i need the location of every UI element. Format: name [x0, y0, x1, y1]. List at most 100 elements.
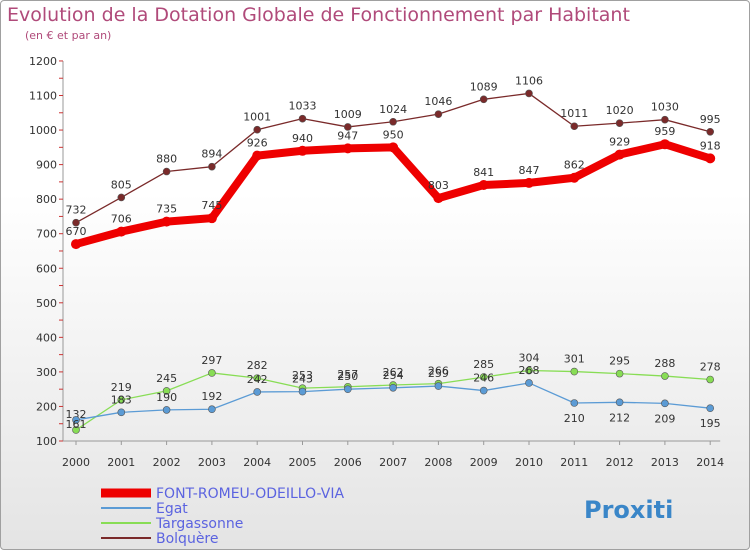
data-label: 190 — [156, 391, 177, 404]
legend-label: Bolquère — [156, 531, 219, 547]
y-tick-label: 200 — [36, 400, 57, 413]
x-tick-label: 2006 — [334, 456, 362, 469]
data-point — [253, 374, 262, 382]
data-label: 706 — [111, 213, 132, 226]
data-label: 805 — [111, 178, 132, 191]
data-point — [615, 398, 624, 407]
data-point — [524, 177, 534, 188]
data-label: 285 — [473, 358, 494, 371]
data-label: 209 — [654, 412, 675, 425]
data-label: 1030 — [651, 101, 679, 114]
data-label: 259 — [428, 367, 449, 380]
data-point — [206, 213, 217, 224]
data-point — [117, 396, 126, 404]
data-label: 268 — [519, 364, 540, 377]
chart-subtitle: (en € et par an) — [25, 29, 112, 42]
data-label: 262 — [383, 366, 404, 379]
data-point — [208, 162, 216, 171]
data-point — [342, 143, 353, 154]
data-point — [706, 127, 715, 136]
data-label: 1009 — [334, 108, 362, 121]
data-point — [389, 383, 397, 392]
data-label: 803 — [428, 179, 449, 192]
data-point — [253, 125, 262, 134]
data-point — [706, 375, 715, 384]
data-label: 732 — [66, 204, 87, 217]
data-point — [343, 123, 352, 131]
data-label: 1046 — [424, 95, 452, 108]
data-point — [706, 404, 715, 412]
data-label: 1089 — [470, 80, 498, 93]
chart-title: Evolution de la Dotation Globale de Fonc… — [7, 4, 630, 26]
data-label: 245 — [156, 372, 177, 385]
data-label: 1024 — [379, 103, 407, 116]
x-tick-label: 2012 — [606, 456, 634, 469]
x-tick-label: 2002 — [153, 456, 181, 469]
data-point — [525, 366, 533, 375]
data-point — [525, 379, 533, 387]
data-label: 278 — [700, 361, 721, 374]
data-label: 947 — [337, 129, 358, 142]
data-label: 250 — [337, 370, 358, 383]
data-label: 926 — [247, 137, 268, 150]
data-point — [253, 388, 262, 396]
data-point — [614, 149, 625, 160]
y-tick-label: 1200 — [29, 55, 57, 68]
data-label: 297 — [201, 354, 222, 367]
data-point — [479, 373, 488, 381]
legend-label: Targassonne — [155, 516, 243, 532]
y-tick-label: 400 — [36, 331, 57, 344]
legend-label: Egat — [156, 501, 188, 517]
data-label: 670 — [66, 225, 87, 238]
data-point — [116, 226, 127, 237]
x-tick-label: 2013 — [651, 456, 679, 469]
x-tick-label: 2011 — [560, 456, 588, 469]
data-label: 940 — [292, 132, 313, 145]
data-point — [252, 150, 263, 161]
data-label: 183 — [111, 393, 132, 406]
data-label: 212 — [609, 411, 630, 424]
data-point — [705, 153, 716, 164]
data-point — [389, 117, 397, 126]
x-tick-label: 2009 — [470, 456, 498, 469]
data-point — [161, 216, 172, 227]
data-label: 257 — [337, 368, 358, 381]
data-label: 735 — [156, 203, 177, 216]
x-tick-label: 2000 — [62, 456, 90, 469]
legend-label: FONT-ROMEU-ODEILLO-VIA — [156, 486, 344, 502]
data-point — [72, 218, 80, 227]
data-label: 1020 — [606, 104, 634, 117]
y-tick-label: 600 — [36, 262, 57, 275]
data-label: 1106 — [515, 74, 543, 87]
data-label: 195 — [700, 417, 721, 430]
data-label: 959 — [654, 125, 675, 138]
data-point — [478, 179, 489, 190]
data-label: 161 — [66, 418, 87, 431]
data-point — [525, 89, 533, 98]
x-tick-label: 2004 — [243, 456, 271, 469]
x-tick-label: 2010 — [515, 456, 543, 469]
data-label: 295 — [609, 355, 630, 368]
x-tick-label: 2003 — [198, 456, 226, 469]
y-tick-label: 100 — [36, 435, 57, 448]
data-label: 1001 — [243, 111, 271, 124]
data-label: 210 — [564, 412, 585, 425]
data-label: 219 — [111, 381, 132, 394]
data-point — [72, 416, 80, 424]
y-tick-label: 700 — [36, 228, 57, 241]
data-label: 192 — [201, 390, 222, 403]
data-point — [162, 406, 171, 414]
data-point — [298, 387, 307, 396]
x-tick-label: 2008 — [424, 456, 452, 469]
data-point — [298, 114, 307, 123]
data-label: 301 — [564, 353, 585, 366]
data-label: 1011 — [560, 107, 588, 120]
data-point — [208, 405, 216, 414]
data-label: 894 — [201, 148, 222, 161]
y-tick-label: 800 — [36, 193, 57, 206]
data-point — [434, 382, 443, 390]
data-point — [615, 119, 624, 127]
data-label: 995 — [700, 113, 721, 126]
